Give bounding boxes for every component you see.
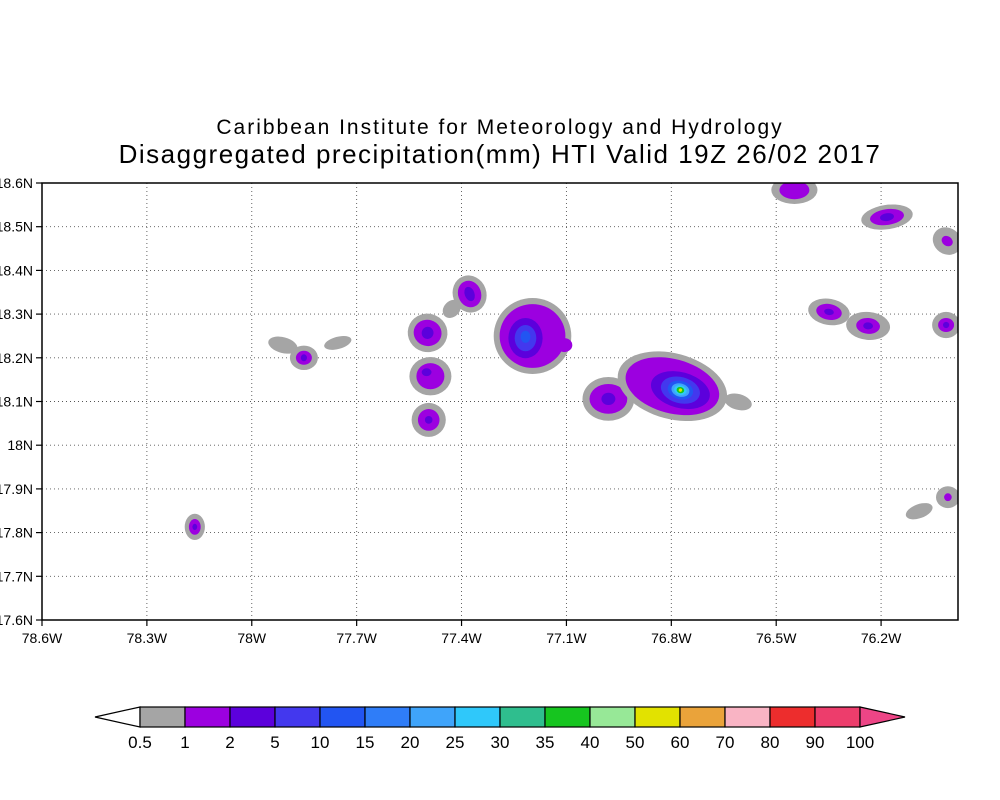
- plot-frame: [41, 182, 959, 621]
- colorbar-label: 30: [491, 733, 510, 752]
- colorbar-label: 70: [716, 733, 735, 752]
- precip-contour-0.5: [324, 335, 352, 350]
- y-tick-label: 17.7N: [0, 568, 33, 584]
- precip-contour-2: [863, 322, 873, 330]
- precip-contour-2: [192, 523, 198, 530]
- grid-lines: [42, 183, 958, 620]
- colorbar-label: 20: [401, 733, 420, 752]
- y-tick-label: 18.3N: [0, 306, 33, 322]
- colorbar-segment: [319, 706, 366, 728]
- colorbar-segment: [769, 706, 816, 728]
- precip-contour-1: [779, 183, 810, 200]
- y-tick-label: 17.6N: [0, 612, 33, 628]
- colorbar-label: 50: [626, 733, 645, 752]
- x-tick-label: 77.7W: [336, 630, 377, 646]
- x-tick-label: 77.1W: [546, 630, 587, 646]
- x-tick-label: 78.6W: [22, 630, 63, 646]
- colorbar-segment: [184, 706, 231, 728]
- colorbar-label: 1: [180, 733, 189, 752]
- colorbar-segment: [229, 706, 276, 728]
- precip-contour-2: [421, 368, 432, 377]
- colorbar-segment: [679, 706, 726, 728]
- precip-contour-2: [601, 392, 616, 405]
- x-tick-label: 78.3W: [127, 630, 168, 646]
- precip-contour-2: [300, 354, 307, 362]
- x-tick-label: 76.8W: [651, 630, 692, 646]
- y-tick-label: 18.2N: [0, 350, 33, 366]
- colorbar-segment: [589, 706, 636, 728]
- institution-title: Caribbean Institute for Meteorology and …: [216, 116, 784, 139]
- colorbar-label: 90: [806, 733, 825, 752]
- precip-contour-50: [678, 388, 683, 392]
- precip-contour-0.5: [724, 393, 752, 411]
- y-tick-label: 17.9N: [0, 481, 33, 497]
- precip-contour-2: [943, 321, 950, 329]
- colorbar-segment: [364, 706, 411, 728]
- colorbar-label: 100: [846, 733, 874, 752]
- colorbar-label: 0.5: [128, 733, 152, 752]
- colorbar-segment: [409, 706, 456, 728]
- colorbar-label: 25: [446, 733, 465, 752]
- precip-contour-0.5: [268, 336, 298, 354]
- y-tick-label: 18.4N: [0, 262, 33, 278]
- precipitation-map: 78.6W 78.3W 78W 77.7W 77.4W 77.1W 76.8W 76.5W 76…: [0, 175, 959, 646]
- precip-contour-2: [421, 326, 434, 339]
- colorbar-label: 5: [270, 733, 279, 752]
- colorbar-label: 2: [225, 733, 234, 752]
- precip-contour-10: [520, 330, 531, 343]
- colorbar-segment: [499, 706, 546, 728]
- x-tick-label: 76.2W: [861, 630, 902, 646]
- y-tick-label: 18.1N: [0, 394, 33, 410]
- colorbar-label: 15: [356, 733, 375, 752]
- precip-contour-1: [941, 235, 953, 247]
- precip-contour-2: [824, 308, 834, 316]
- colorbar-segment: [454, 706, 501, 728]
- precip-contour-0.5: [905, 503, 933, 520]
- x-tick-label: 77.4W: [441, 630, 482, 646]
- precip-contour-2: [464, 286, 475, 302]
- colorbar-segment: [724, 706, 771, 728]
- colorbar-label: 40: [581, 733, 600, 752]
- plot-title: Disaggregated precipitation(mm) HTI Vali…: [118, 139, 882, 169]
- y-tick-label: 18.6N: [0, 175, 33, 191]
- colorbar-label: 35: [536, 733, 555, 752]
- colorbar-segment: [139, 706, 186, 728]
- colorbar-label: 80: [761, 733, 780, 752]
- colorbar-label: 60: [671, 733, 690, 752]
- y-tick-label: 17.8N: [0, 525, 33, 541]
- precip-contour-1: [944, 493, 952, 502]
- precip-contour-1: [416, 363, 445, 390]
- y-tick-label: 18.5N: [0, 219, 33, 235]
- colorbar-segment: [544, 706, 591, 728]
- colorbar: 0.5 1 2 5 10 15 20 25 30 35 40 50 60 70 80 90 100: [94, 706, 906, 752]
- precip-contour-2: [880, 213, 894, 222]
- precipitation-field: [184, 183, 958, 540]
- colorbar-segment: [274, 706, 321, 728]
- colorbar-segment: [634, 706, 681, 728]
- colorbar-label: 10: [311, 733, 330, 752]
- precip-contour-2: [424, 416, 433, 424]
- precip-contour-1: [556, 338, 573, 353]
- x-tick-label: 78W: [237, 630, 267, 646]
- x-tick-label: 76.5W: [756, 630, 797, 646]
- colorbar-arrow-low: [94, 706, 141, 728]
- y-tick-label: 18N: [7, 437, 33, 453]
- axes: 78.6W 78.3W 78W 77.7W 77.4W 77.1W 76.8W 76.5W 76…: [0, 175, 902, 646]
- colorbar-segment: [814, 706, 861, 728]
- colorbar-arrow-high: [859, 706, 906, 728]
